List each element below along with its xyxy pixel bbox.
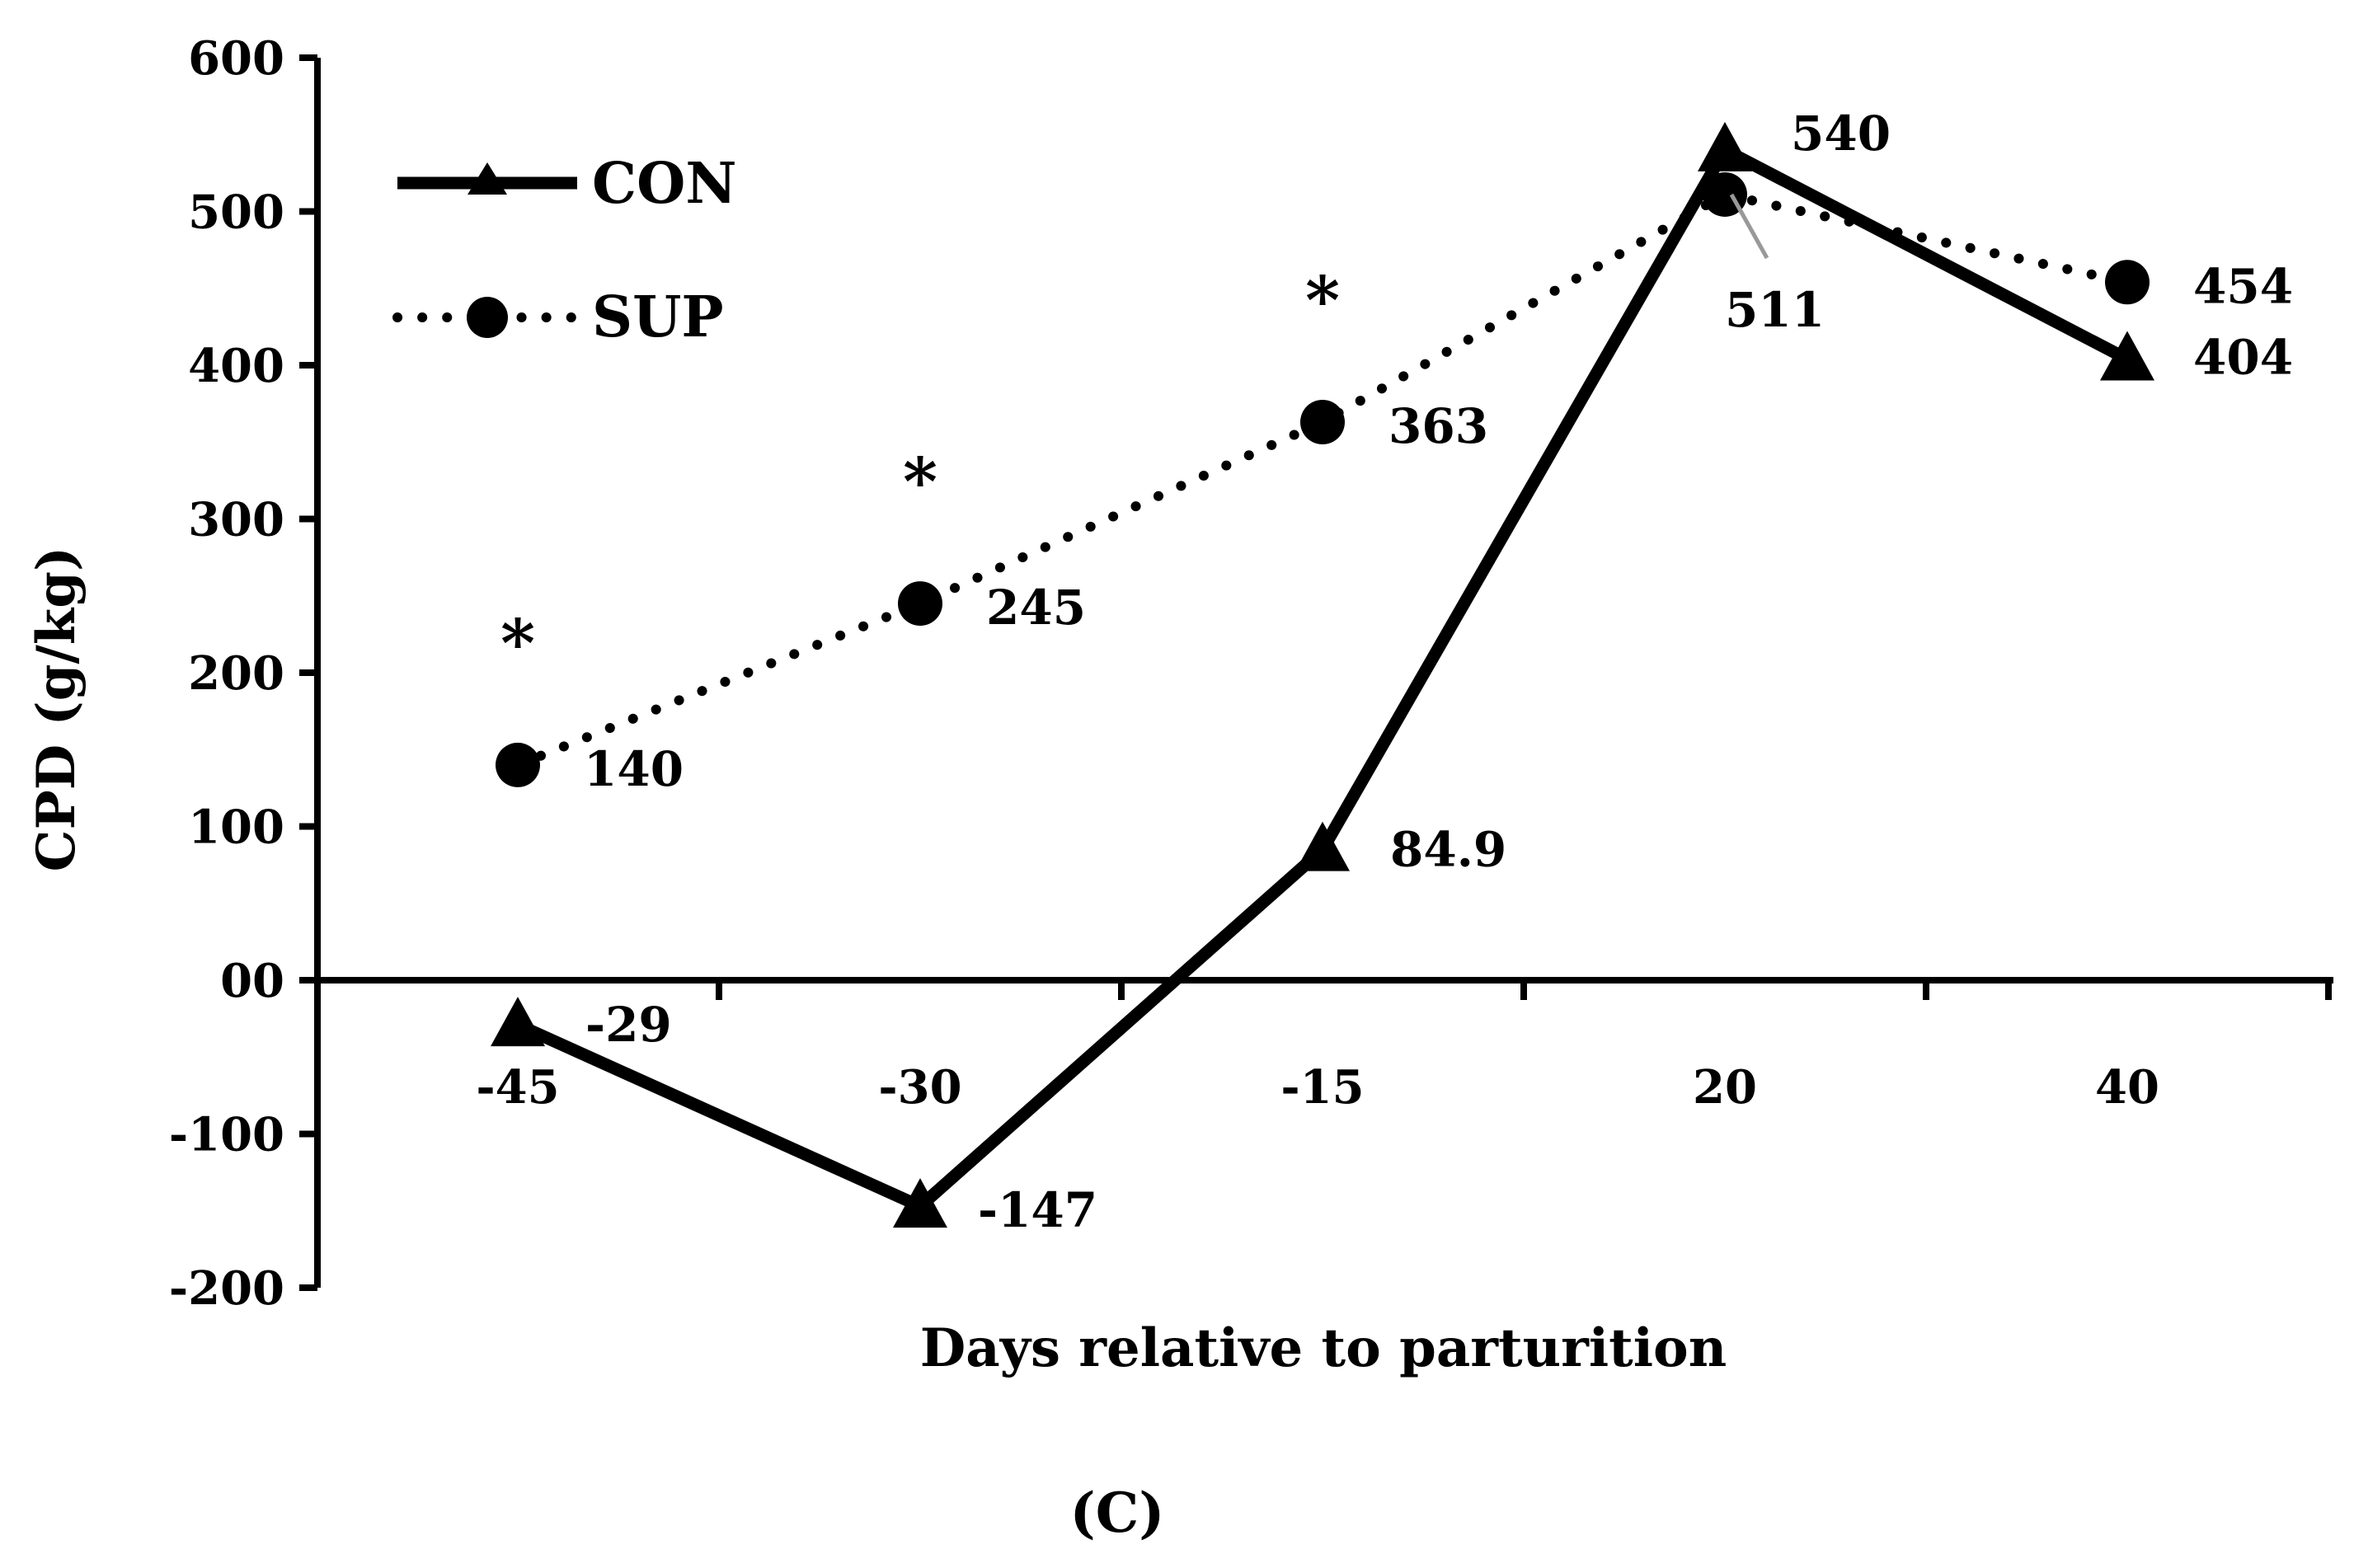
- significance-star: *: [1305, 261, 1340, 339]
- data-labels: -29 -147 84.9 540 404 140 245 363 511 454: [584, 106, 2293, 1238]
- y-tick-label: 300: [188, 493, 284, 547]
- x-tick-label: 20: [1693, 1060, 1757, 1115]
- panel-label: (C): [1070, 1481, 1165, 1545]
- data-point-con: [1698, 121, 1752, 171]
- y-tick-label: 600: [188, 31, 284, 86]
- significance-star: *: [903, 443, 937, 520]
- x-tick-label: -45: [476, 1060, 559, 1115]
- data-label-con: 84.9: [1390, 822, 1506, 878]
- legend-marker-sup: [467, 297, 508, 338]
- data-label-sup: 363: [1388, 398, 1488, 454]
- data-point-sup: [1300, 400, 1345, 445]
- x-axis: -45 -30 -15 20 40: [317, 977, 2333, 1115]
- data-label-con: 404: [2193, 330, 2293, 386]
- y-tick-label: 500: [188, 185, 284, 240]
- data-label-sup: 140: [584, 741, 684, 797]
- x-axis-title: Days relative to parturition: [920, 1317, 1727, 1379]
- significance-markers: * * *: [500, 261, 1340, 682]
- data-point-sup: [2105, 260, 2150, 305]
- y-tick-label: -100: [169, 1108, 284, 1162]
- data-label-sup: 245: [986, 580, 1086, 636]
- y-tick-label: 400: [188, 339, 284, 393]
- data-label-con: 540: [1791, 106, 1891, 162]
- leader-line-511: [1729, 193, 1769, 260]
- data-label-con: -147: [978, 1182, 1097, 1238]
- data-point-con: [491, 997, 545, 1047]
- x-tick-label: 40: [2095, 1060, 2159, 1115]
- series-layer: [491, 121, 2154, 1228]
- y-axis: 600 500 400 300 200 100 00 -100 -200: [169, 31, 321, 1316]
- y-tick-label: 200: [188, 646, 284, 701]
- data-point-sup: [898, 581, 942, 627]
- legend-label-sup: SUP: [592, 284, 724, 350]
- data-label-con: -29: [585, 997, 672, 1053]
- data-point-con: [2100, 331, 2154, 381]
- y-tick-label: 100: [188, 800, 284, 855]
- significance-star: *: [500, 604, 535, 682]
- y-tick-label: 00: [220, 954, 284, 1008]
- data-point-sup: [496, 742, 540, 787]
- data-label-sup: 454: [2193, 258, 2293, 314]
- data-point-con: [893, 1178, 947, 1228]
- x-tick-label: -30: [878, 1060, 961, 1115]
- y-axis-title: CPD (g/kg): [26, 547, 87, 872]
- x-tick-label: -15: [1280, 1060, 1364, 1115]
- data-label-sup: 511: [1725, 282, 1825, 338]
- legend-marker-con: [468, 162, 507, 195]
- y-tick-label: -200: [169, 1261, 284, 1316]
- data-point-con: [1295, 821, 1350, 871]
- legend: CON SUP: [392, 151, 737, 350]
- legend-label-con: CON: [592, 151, 737, 217]
